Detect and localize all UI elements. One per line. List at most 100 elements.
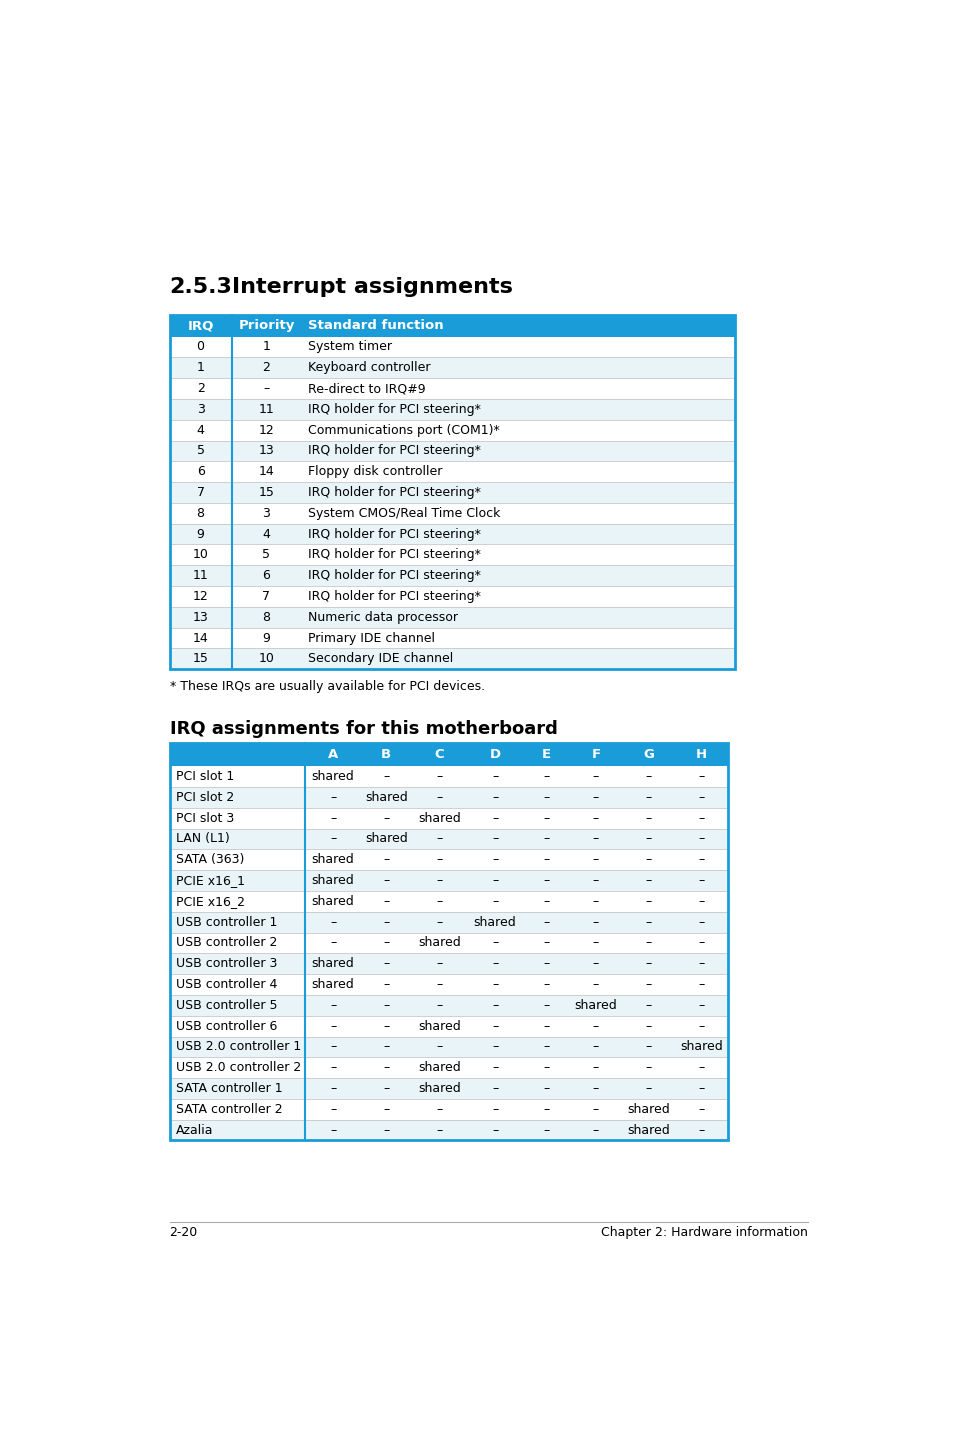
Bar (674, 995, 727, 1015)
Bar (522, 766, 569, 787)
Bar (305, 995, 360, 1015)
Bar (411, 953, 467, 974)
Bar (360, 1057, 411, 1078)
Text: 2: 2 (262, 361, 270, 374)
Bar (674, 1120, 727, 1140)
Bar (232, 440, 301, 462)
Bar (305, 953, 360, 974)
Text: –: – (542, 853, 549, 866)
Bar (170, 545, 232, 565)
Text: PCIE x16_2: PCIE x16_2 (175, 894, 245, 907)
Text: SATA controller 1: SATA controller 1 (175, 1081, 282, 1094)
Bar (170, 503, 232, 523)
Text: –: – (436, 791, 442, 804)
Text: –: – (383, 978, 389, 991)
Bar (360, 766, 411, 787)
Bar (305, 787, 360, 808)
Bar (360, 912, 411, 933)
Text: –: – (542, 1020, 549, 1032)
Bar (360, 1120, 411, 1140)
Text: –: – (645, 1020, 651, 1032)
Text: –: – (645, 791, 651, 804)
Bar (232, 649, 301, 669)
Bar (170, 743, 727, 1140)
Text: Re-direct to IRQ#9: Re-direct to IRQ#9 (307, 383, 425, 395)
Text: E: E (541, 748, 550, 761)
Bar (170, 565, 232, 587)
Bar (674, 912, 727, 933)
Bar (170, 912, 305, 933)
Text: 3: 3 (196, 403, 204, 416)
Text: –: – (383, 1020, 389, 1032)
Bar (301, 503, 735, 523)
Text: –: – (383, 1061, 389, 1074)
Text: –: – (698, 978, 703, 991)
Text: shared: shared (312, 853, 355, 866)
Bar (674, 1037, 727, 1057)
Text: –: – (645, 1061, 651, 1074)
Text: G: G (642, 748, 654, 761)
Bar (522, 743, 569, 766)
Bar (232, 315, 301, 336)
Bar (522, 1057, 569, 1078)
Bar (522, 808, 569, 828)
Bar (467, 766, 522, 787)
Bar (621, 933, 674, 953)
Text: –: – (592, 1061, 598, 1074)
Text: –: – (542, 791, 549, 804)
Text: –: – (492, 999, 497, 1012)
Bar (674, 787, 727, 808)
Text: USB controller 2: USB controller 2 (175, 936, 277, 949)
Bar (305, 808, 360, 828)
Text: –: – (592, 978, 598, 991)
Text: * These IRQs are usually available for PCI devices.: * These IRQs are usually available for P… (170, 680, 484, 693)
Text: –: – (492, 811, 497, 825)
Text: –: – (492, 1061, 497, 1074)
Text: 9: 9 (196, 528, 204, 541)
Bar (621, 850, 674, 870)
Bar (232, 378, 301, 398)
Bar (170, 315, 232, 336)
Text: 14: 14 (258, 466, 274, 479)
Text: –: – (436, 874, 442, 887)
Bar (360, 1099, 411, 1120)
Text: IRQ holder for PCI steering*: IRQ holder for PCI steering* (307, 486, 480, 499)
Text: –: – (436, 853, 442, 866)
Text: shared: shared (626, 1123, 669, 1136)
Bar (305, 1078, 360, 1099)
Bar (170, 743, 305, 766)
Text: 13: 13 (193, 611, 209, 624)
Text: –: – (383, 958, 389, 971)
Bar (170, 315, 735, 669)
Bar (411, 787, 467, 808)
Text: USB 2.0 controller 1: USB 2.0 controller 1 (175, 1041, 301, 1054)
Bar (232, 607, 301, 627)
Text: –: – (698, 999, 703, 1012)
Bar (232, 398, 301, 420)
Bar (170, 808, 305, 828)
Bar (411, 892, 467, 912)
Text: IRQ holder for PCI steering*: IRQ holder for PCI steering* (307, 444, 480, 457)
Bar (674, 1099, 727, 1120)
Text: –: – (698, 958, 703, 971)
Text: –: – (698, 874, 703, 887)
Bar (411, 1037, 467, 1057)
Text: –: – (383, 1123, 389, 1136)
Bar (301, 482, 735, 503)
Bar (170, 766, 305, 787)
Bar (522, 892, 569, 912)
Text: 6: 6 (196, 466, 204, 479)
Bar (232, 545, 301, 565)
Text: USB controller 4: USB controller 4 (175, 978, 277, 991)
Bar (467, 1057, 522, 1078)
Bar (522, 912, 569, 933)
Bar (674, 953, 727, 974)
Bar (170, 1015, 305, 1037)
Text: –: – (542, 978, 549, 991)
Bar (467, 1120, 522, 1140)
Bar (674, 850, 727, 870)
Text: –: – (436, 958, 442, 971)
Text: –: – (436, 978, 442, 991)
Text: –: – (492, 874, 497, 887)
Text: –: – (542, 916, 549, 929)
